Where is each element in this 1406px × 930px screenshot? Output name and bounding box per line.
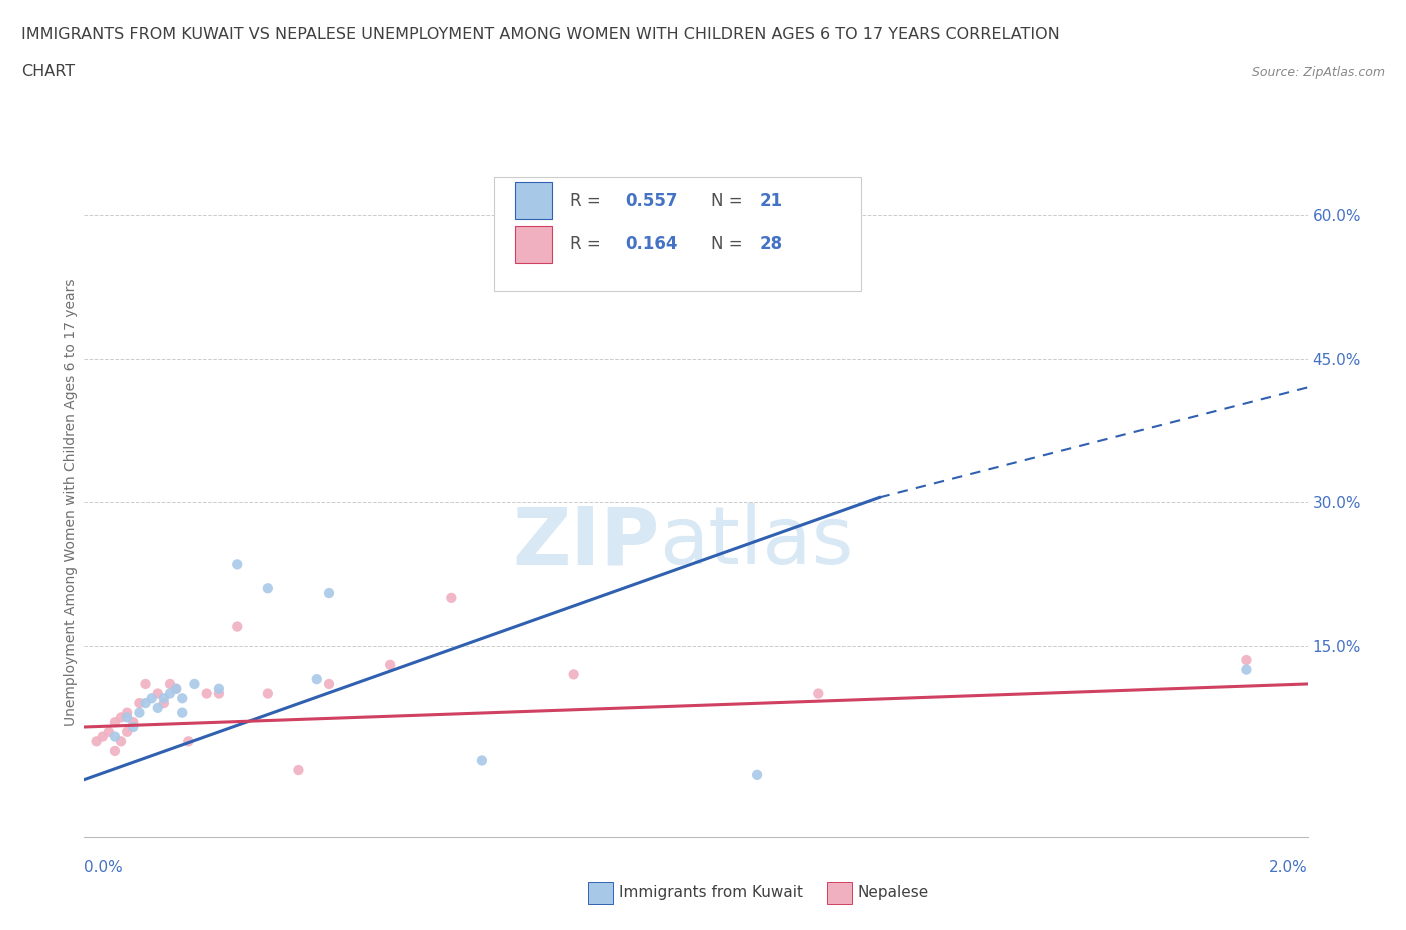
Point [153,696,176,711]
Point [165,682,187,697]
Point [183,676,205,691]
Point [440,591,463,605]
Point [1236,653,1258,668]
Point [257,581,280,596]
Point [287,763,309,777]
Text: 28: 28 [759,235,783,253]
Point [128,705,150,720]
Point [115,710,138,724]
Text: IMMIGRANTS FROM KUWAIT VS NEPALESE UNEMPLOYMENT AMONG WOMEN WITH CHILDREN AGES 6: IMMIGRANTS FROM KUWAIT VS NEPALESE UNEMP… [21,27,1060,42]
Point [318,586,340,601]
FancyBboxPatch shape [494,178,860,291]
Point [153,691,176,706]
Text: N =: N = [710,235,748,253]
Point [110,710,132,724]
Text: 0.0%: 0.0% [84,860,124,875]
Point [380,658,402,672]
Text: 2.0%: 2.0% [1268,860,1308,875]
Text: 0.557: 0.557 [626,192,678,210]
Text: R =: R = [569,235,606,253]
Point [146,686,169,701]
Text: Immigrants from Kuwait: Immigrants from Kuwait [619,885,803,900]
Point [226,619,249,634]
Point [86,734,108,749]
Text: Nepalese: Nepalese [858,885,929,900]
Point [122,715,145,730]
Point [135,696,157,711]
Point [226,557,249,572]
Point [747,767,769,782]
Point [1236,662,1258,677]
Point [122,720,145,735]
Point [91,729,114,744]
Point [195,686,218,701]
Point [135,676,157,691]
Text: R =: R = [569,192,606,210]
Text: CHART: CHART [21,64,75,79]
Point [318,676,340,691]
Point [257,686,280,701]
Point [159,686,181,701]
Point [97,724,120,739]
Point [128,696,150,711]
Point [177,734,200,749]
Point [110,734,132,749]
Text: N =: N = [710,192,748,210]
Point [471,753,494,768]
Point [159,676,181,691]
Y-axis label: Unemployment Among Women with Children Ages 6 to 17 years: Unemployment Among Women with Children A… [65,278,79,726]
Point [807,686,830,701]
Point [141,691,163,706]
Text: atlas: atlas [659,503,853,581]
Point [172,691,194,706]
Point [115,705,138,720]
Point [165,682,187,697]
Point [208,682,231,697]
Text: ZIP: ZIP [512,503,659,581]
Point [208,686,231,701]
Point [104,743,127,758]
Text: Source: ZipAtlas.com: Source: ZipAtlas.com [1251,66,1385,79]
Point [104,715,127,730]
Point [146,700,169,715]
Point [562,667,585,682]
Point [104,729,127,744]
Text: 0.164: 0.164 [626,235,678,253]
Text: 21: 21 [759,192,783,210]
Point [305,671,328,686]
Bar [515,226,551,263]
Bar [515,182,551,219]
Point [172,705,194,720]
Point [115,724,138,739]
